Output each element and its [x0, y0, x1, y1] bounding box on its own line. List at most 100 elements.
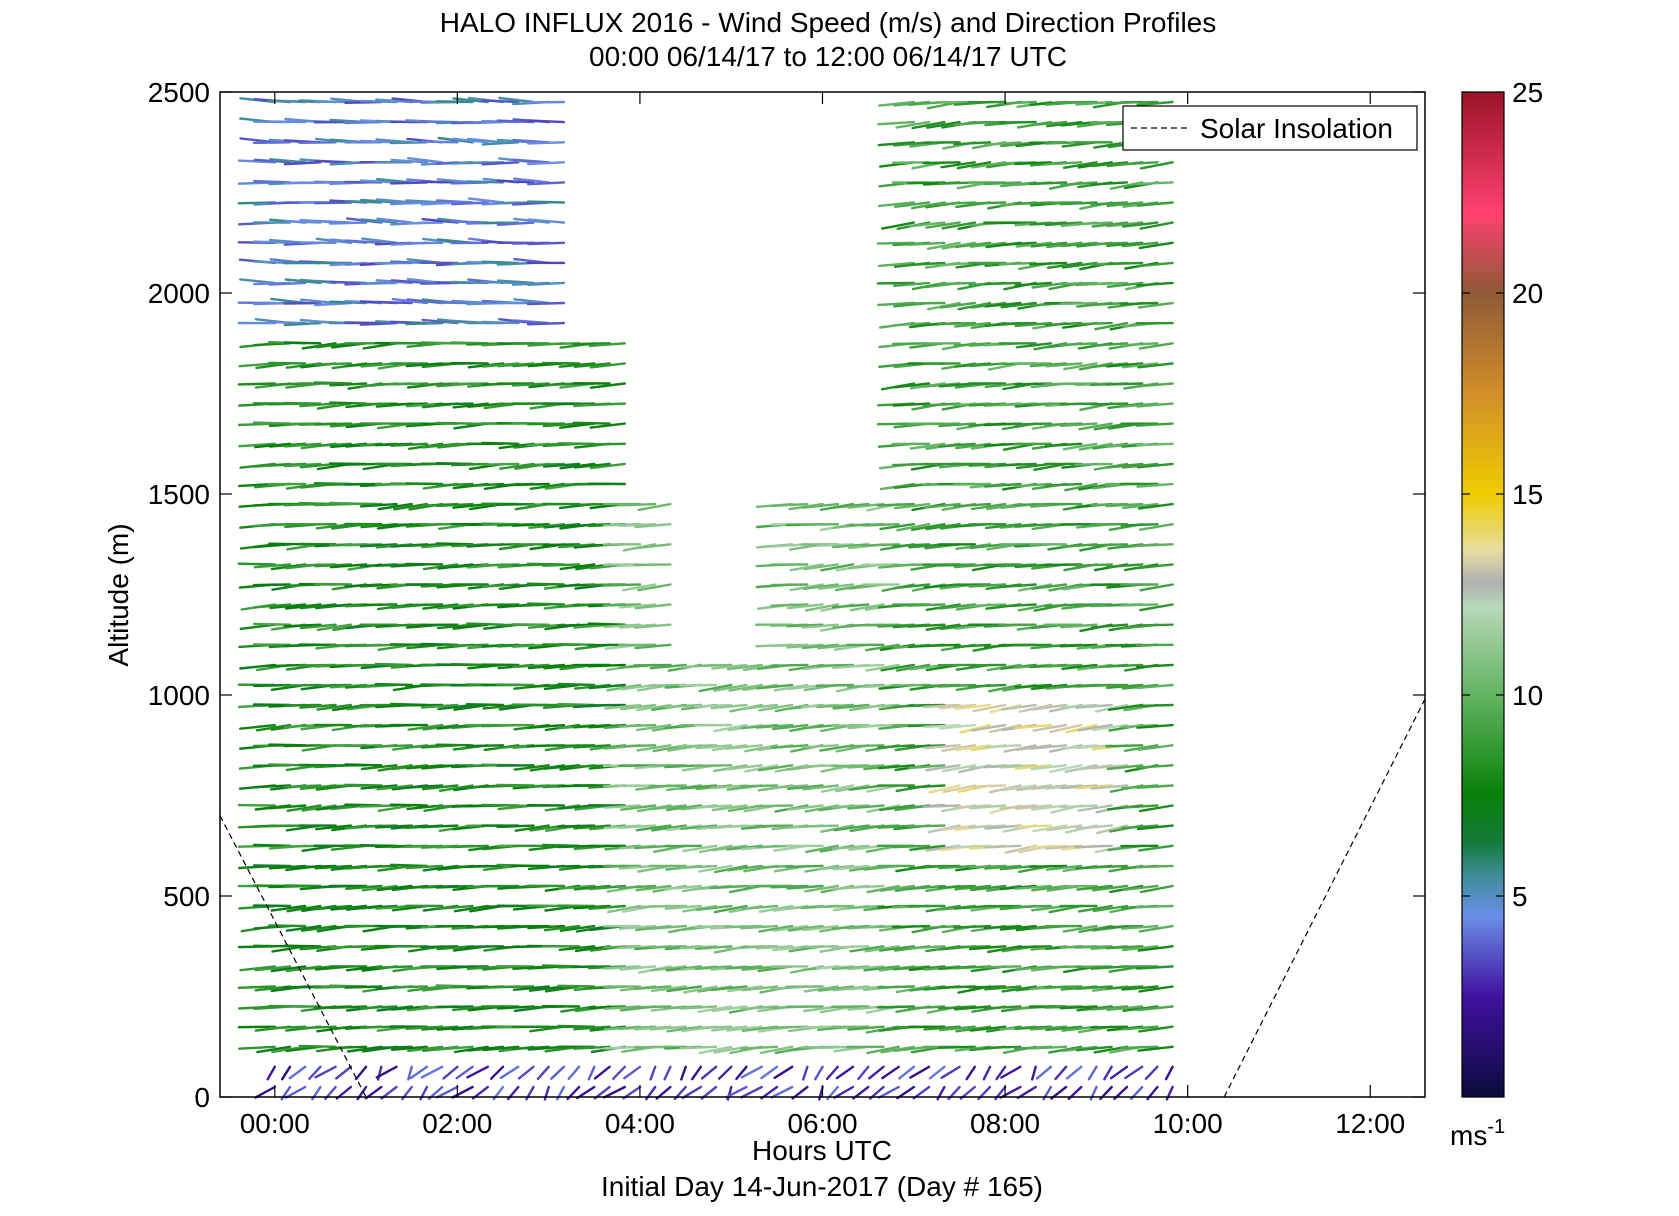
wind-barb	[623, 1065, 642, 1080]
wind-barb	[1015, 342, 1053, 349]
wind-barb	[528, 985, 566, 992]
wind-barb	[710, 1025, 748, 1032]
wind-barb	[588, 884, 626, 891]
wind-barb	[953, 1005, 992, 1011]
wind-barb	[313, 381, 353, 385]
wind-barb	[588, 683, 626, 690]
wind-barb	[954, 884, 992, 891]
wind-barb	[755, 945, 794, 950]
wind-barb	[1137, 563, 1174, 570]
wind-barb	[422, 603, 459, 610]
wind-barb	[999, 241, 1037, 247]
wind-barb	[526, 462, 566, 467]
wind-barb	[770, 603, 809, 607]
wind-barb	[755, 723, 794, 729]
wind-barb	[968, 201, 1007, 205]
wind-barb	[1105, 744, 1144, 748]
wind-barb	[405, 603, 444, 607]
wind-barb	[283, 301, 322, 305]
wind-barb	[1135, 181, 1174, 186]
wind-barb	[968, 784, 1007, 788]
wind-barb	[374, 682, 413, 687]
wind-barb	[542, 563, 581, 567]
wind-barb	[925, 523, 961, 531]
wind-barb	[633, 1005, 672, 1009]
wind-barb	[573, 824, 611, 830]
wind-barb	[984, 482, 1022, 488]
wind-barb	[1121, 362, 1159, 369]
wind-barb	[744, 764, 779, 773]
colorbar-ticks: 5 10 15 20 25	[1462, 77, 1543, 912]
wind-barb	[770, 502, 809, 508]
wind-barb	[786, 603, 824, 610]
wind-barb	[892, 844, 931, 849]
wind-barb	[589, 462, 626, 470]
wind-barb	[787, 924, 824, 932]
wind-barb	[377, 804, 413, 812]
wind-barb	[831, 603, 870, 609]
wind-barb	[876, 281, 916, 285]
wind-barb	[710, 985, 748, 992]
wind-barb	[831, 804, 870, 809]
wind-barb	[800, 824, 839, 828]
wind-barb	[389, 863, 429, 868]
wind-barb	[1164, 1065, 1174, 1081]
wind-barb	[1121, 884, 1159, 891]
wind-barb	[1135, 442, 1174, 447]
wind-barb	[550, 1065, 566, 1080]
wind-barb	[517, 1065, 535, 1080]
wind-barb	[1091, 161, 1129, 168]
wind-barb	[758, 924, 794, 933]
wind-barb	[740, 904, 779, 911]
wind-barb	[695, 744, 733, 750]
wind-barb	[1138, 804, 1174, 813]
wind-barb	[557, 402, 596, 406]
wind-barb	[909, 1065, 931, 1079]
colorbar-unit-label: ms-1	[1450, 1116, 1505, 1151]
wind-barb	[376, 784, 413, 791]
wind-barb	[498, 96, 535, 104]
wind-barb	[268, 924, 307, 928]
wind-barb	[679, 1045, 718, 1050]
wind-barb	[664, 703, 703, 709]
wind-barb	[622, 583, 657, 592]
wind-barb	[922, 422, 961, 426]
wind-barb	[390, 201, 429, 206]
wind-barb	[1105, 382, 1144, 386]
wind-barb	[1062, 924, 1098, 933]
wind-barb	[283, 401, 322, 405]
y-axis-ticks: 0 500 1000 1500 2000 2500	[148, 77, 1425, 1113]
wind-barb	[466, 1065, 489, 1079]
wind-barb	[740, 1085, 763, 1099]
wind-barb	[1059, 804, 1098, 809]
wind-barb	[527, 924, 566, 930]
wind-barb	[940, 161, 976, 169]
wind-barb	[389, 382, 429, 386]
wind-barb	[879, 523, 916, 531]
wind-barb	[1049, 723, 1083, 733]
wind-barb	[1013, 422, 1053, 426]
wind-barb	[436, 904, 474, 910]
wind-barb	[1013, 945, 1053, 949]
wind-barb	[1137, 744, 1174, 751]
wind-barb	[1014, 764, 1053, 770]
wind-barb	[1076, 884, 1113, 891]
wind-barb	[481, 141, 520, 146]
wind-barb	[1139, 221, 1174, 230]
wind-barb	[634, 643, 672, 650]
wind-barb	[785, 864, 824, 868]
wind-barb	[648, 945, 687, 949]
wind-barb	[527, 119, 566, 124]
x-tick-label: 06:00	[787, 1108, 857, 1139]
wind-barb	[1120, 1045, 1159, 1050]
wind-barb	[239, 965, 276, 972]
wind-barb	[376, 217, 413, 224]
wind-barb	[420, 180, 459, 184]
wind-barb	[1138, 1025, 1174, 1033]
wind-barb	[908, 221, 946, 228]
wind-barb	[361, 884, 398, 892]
wind-barb	[344, 502, 383, 506]
wind-barb	[922, 643, 961, 648]
wind-barb	[770, 643, 809, 648]
wind-barb	[603, 1085, 626, 1099]
